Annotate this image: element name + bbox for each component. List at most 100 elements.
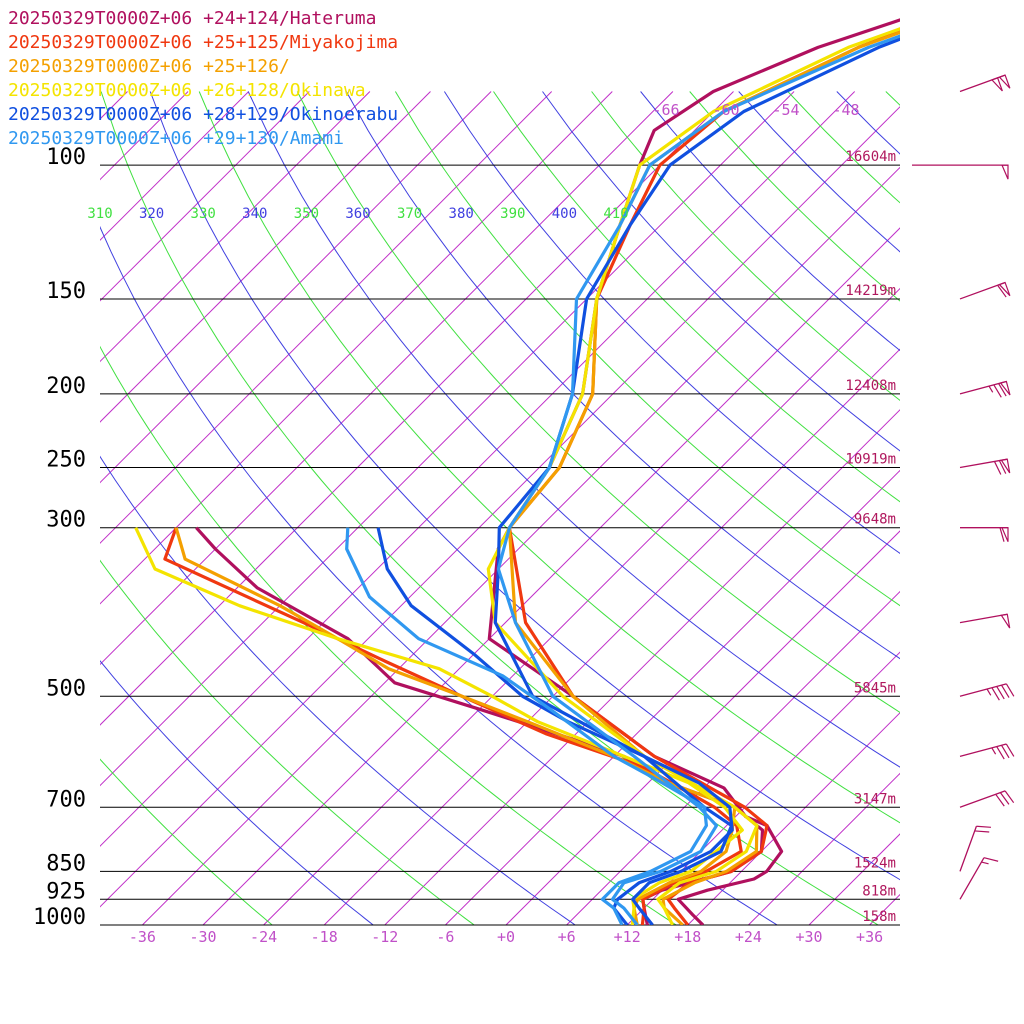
barb-full (996, 746, 1005, 760)
height-label: 5845m (854, 680, 896, 696)
pressure-label: 200 (46, 374, 86, 399)
barb-full (1004, 790, 1015, 804)
isotherm-line (100, 91, 856, 847)
barb-full (976, 825, 991, 828)
isotherm-line (445, 469, 900, 925)
barb-staff (959, 857, 985, 900)
isotherm-line (142, 166, 900, 925)
isotherm-line (100, 91, 674, 666)
barb-full (998, 460, 1007, 474)
dry-adiabat-line (296, 91, 900, 714)
pressure-label: 100 (46, 145, 86, 170)
theta-label: 350 (294, 206, 319, 222)
dry-adiabat-line (443, 91, 900, 554)
x-tick-label: +18 (674, 928, 701, 946)
x-tick-label: -30 (189, 928, 216, 946)
barb-flag (999, 380, 1011, 396)
wind-barb (959, 857, 999, 900)
height-label: 16604m (845, 149, 896, 165)
barb-staff (959, 683, 1007, 697)
profiles (134, 18, 900, 925)
height-label: 3147m (854, 791, 896, 807)
x-tick-label: -36 (129, 928, 156, 946)
isotherm-label: -54 (772, 101, 799, 119)
barb-full (1005, 743, 1015, 757)
height-label: 158m (862, 909, 896, 925)
wind-barb (959, 790, 1015, 808)
isotherm-line (991, 92, 1024, 925)
theta-label: 410 (603, 206, 628, 222)
dewpoint-line (345, 527, 708, 925)
pressure-label: 250 (46, 448, 86, 473)
isotherm-line (384, 409, 900, 925)
barb-full (974, 830, 990, 833)
barb-full (991, 687, 1000, 701)
x-tick-label: +36 (856, 928, 883, 946)
barb-full (999, 792, 1010, 805)
isotherm-line (505, 530, 900, 925)
barb-half (988, 385, 994, 393)
isotherm-line (202, 227, 900, 925)
isotherm-line (100, 91, 613, 605)
barb-full (993, 384, 1002, 398)
dewpoint-line (134, 527, 744, 925)
dry-adiabat-line (100, 455, 577, 925)
barb-full (997, 284, 1007, 298)
wind-barb (959, 458, 1011, 475)
barb-full (1001, 744, 1010, 759)
isotherm-line (626, 651, 900, 925)
legend-entry: 20250329T0000Z+06 +28+129/Okinoerabu (8, 104, 398, 125)
dry-adiabat-line (100, 758, 273, 925)
dry-adiabat-line (100, 225, 779, 925)
dry-adiabat-line (149, 91, 900, 881)
barb-flag (1000, 613, 1011, 629)
dry-adiabat-line (100, 660, 375, 925)
background-lines (100, 91, 1024, 925)
dry-adiabat-line (345, 91, 900, 660)
dewpoint-line (174, 527, 737, 925)
dry-adiabat-line (100, 91, 880, 925)
height-label: 14219m (845, 283, 896, 299)
axis-labels: 100 16604m 150 14219m 200 12408m 250 10919m 300 9… (33, 101, 896, 946)
isotherm-line (808, 833, 900, 925)
isotherm-line (263, 287, 900, 925)
barb-full (999, 527, 1005, 542)
barb-flag (1001, 164, 1009, 180)
isotherm-label: -60 (712, 101, 739, 119)
temperature-line (486, 27, 900, 925)
pressure-label: 300 (46, 508, 86, 533)
isotherm-line (100, 91, 250, 241)
dry-adiabat-line (394, 91, 900, 607)
dry-adiabat-line (591, 91, 900, 402)
x-tick-label: +0 (497, 928, 515, 946)
isotherm-line (100, 106, 900, 908)
barb-staff (959, 790, 1006, 808)
barb-staff (959, 743, 1007, 758)
pressure-label: 500 (46, 676, 86, 701)
wind-barb (960, 164, 1009, 180)
x-tick-label: -18 (311, 928, 338, 946)
legend-entry: 20250329T0000Z+06 +24+124/Hateruma (8, 8, 376, 29)
dewpoint-line (376, 527, 734, 925)
isotherm-line (748, 772, 900, 925)
wind-barb (959, 281, 1011, 300)
dry-adiabat-line (787, 91, 900, 204)
barb-full (998, 383, 1007, 397)
legend-entry: 20250329T0000Z+06 +25+126/ (8, 56, 290, 77)
wind-barb (959, 683, 1015, 701)
x-tick-label: +6 (558, 928, 576, 946)
barb-staff (959, 380, 1007, 395)
theta-label: 330 (191, 206, 216, 222)
theta-label: 310 (87, 206, 112, 222)
theta-label: 380 (449, 206, 474, 222)
barb-half (991, 747, 997, 755)
barb-staff (959, 826, 978, 872)
height-label: 10919m (845, 452, 896, 468)
wind-barb (959, 74, 1011, 93)
isotherm-line (100, 91, 310, 302)
barb-flag (998, 74, 1011, 89)
barb-full (993, 461, 1002, 475)
barb-full (1001, 684, 1010, 698)
isotherm-line (100, 91, 734, 726)
wind-barb (959, 825, 991, 872)
